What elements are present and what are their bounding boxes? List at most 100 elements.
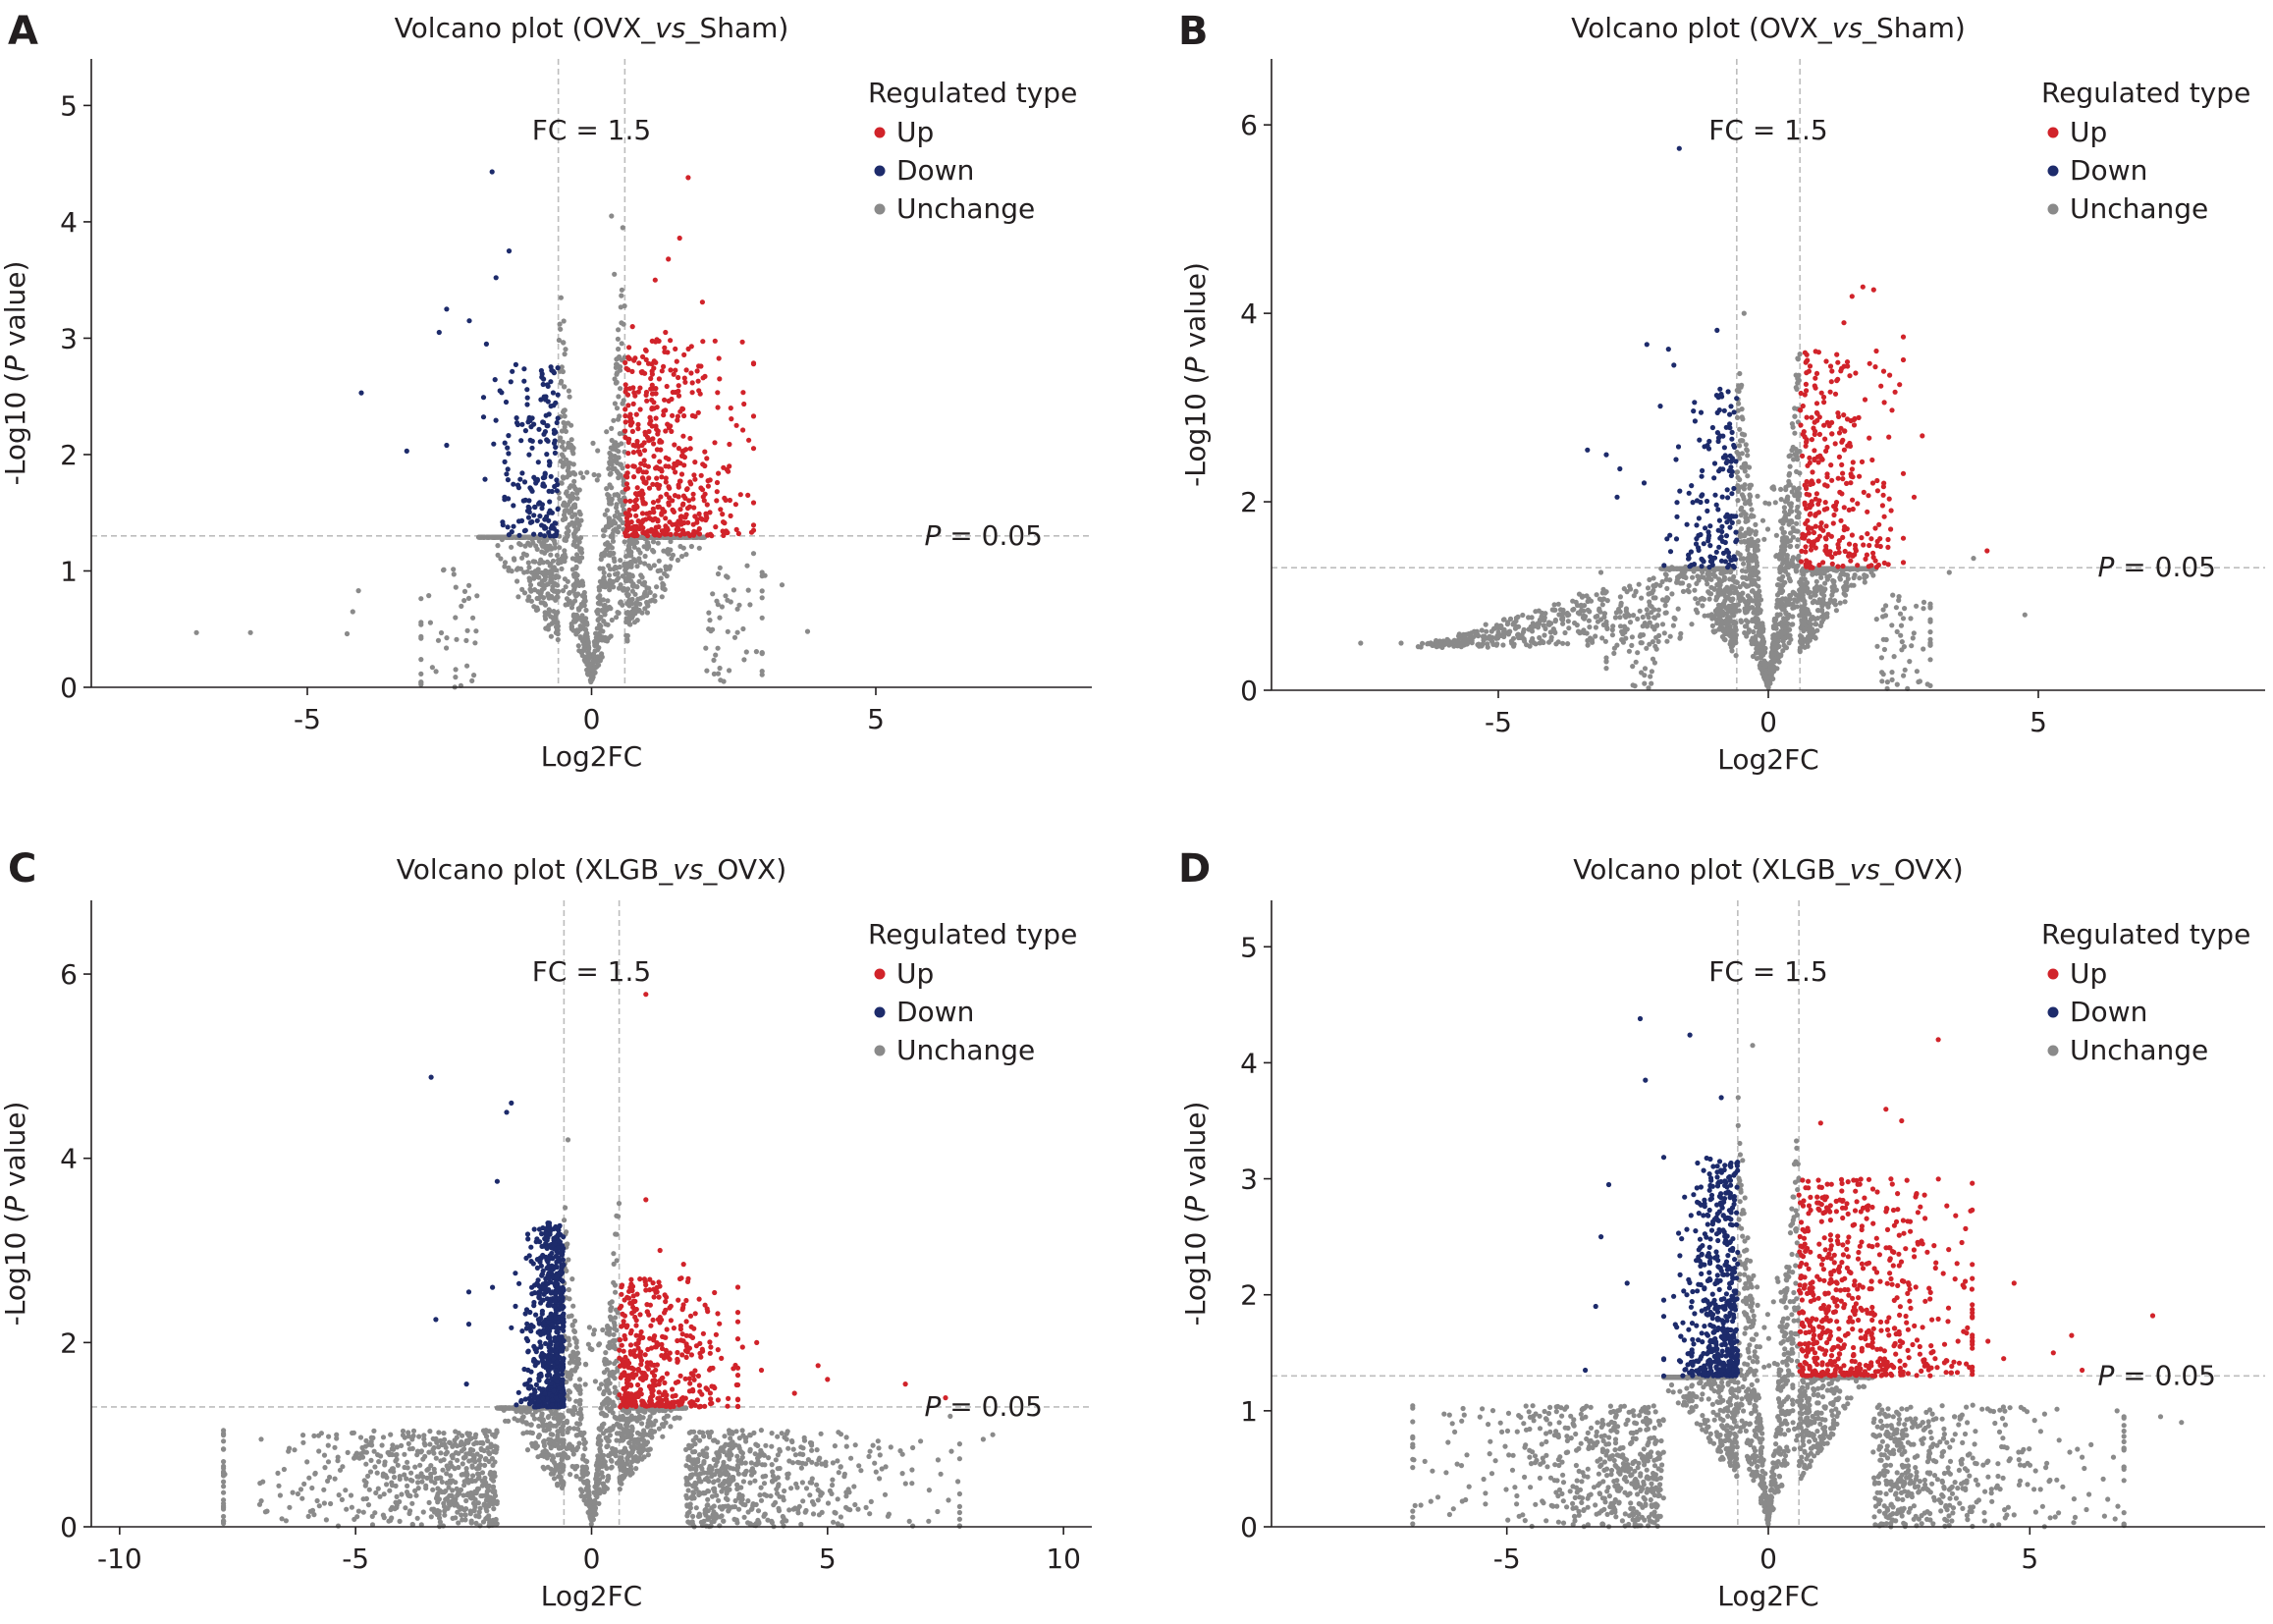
point-up (1839, 365, 1845, 371)
point-up (704, 456, 710, 461)
point-up (663, 329, 669, 336)
point-unchange (1630, 664, 1636, 670)
point-unchange (1711, 586, 1717, 592)
point-unchange (650, 539, 657, 545)
point-down (534, 517, 540, 523)
point-unchange (562, 500, 568, 506)
point-down (1724, 458, 1730, 464)
point-unchange (1741, 461, 1747, 467)
point-unchange (618, 461, 623, 467)
point-unchange (1644, 607, 1650, 613)
point-unchange (1745, 473, 1751, 479)
point-up (1813, 491, 1819, 497)
point-unchange (599, 654, 605, 660)
point-unchange (1776, 576, 1782, 582)
point-up (640, 501, 646, 507)
point-up (634, 485, 640, 491)
point-unchange (1570, 598, 1576, 604)
point-unchange (563, 602, 568, 608)
point-down (1711, 460, 1718, 466)
point-unchange (625, 592, 631, 598)
point-up (1879, 503, 1885, 509)
point-unchange (1826, 573, 1832, 579)
point-unchange (1737, 370, 1743, 377)
point-unchange (568, 509, 574, 514)
point-down (529, 445, 535, 451)
point-down (528, 486, 534, 492)
point-up (1867, 360, 1872, 366)
point-unchange (618, 558, 623, 564)
point-unchange (601, 569, 607, 576)
point-up (1823, 536, 1829, 542)
point-unchange (1787, 482, 1793, 488)
point-up (671, 464, 676, 471)
point-unchange (1749, 641, 1755, 647)
point-unchange (747, 602, 753, 608)
point-up (1808, 547, 1814, 553)
point-up (673, 367, 678, 373)
point-unchange (713, 652, 719, 658)
point-unchange (1659, 578, 1665, 585)
point-unchange (555, 620, 561, 625)
legend-label-down: Down (2070, 154, 2147, 187)
point-up (1812, 457, 1817, 463)
point-down (1728, 514, 1734, 519)
point-up (715, 390, 721, 396)
point-unchange (616, 346, 622, 352)
point-unchange (1768, 659, 1774, 666)
point-down (506, 248, 513, 254)
point-unchange (355, 588, 361, 594)
point-unchange (397, 1518, 403, 1524)
point-unchange (664, 549, 671, 556)
point-down (1691, 408, 1697, 414)
point-unchange (626, 613, 632, 620)
point-unchange (1745, 619, 1751, 625)
point-up (1847, 373, 1853, 379)
point-unchange (1562, 629, 1568, 636)
point-down (1733, 539, 1739, 545)
point-unchange (1908, 616, 1914, 622)
point-unchange (1739, 431, 1745, 437)
point-down (525, 514, 532, 520)
point-unchange (614, 615, 620, 621)
point-up (1820, 527, 1826, 533)
point-down (1716, 544, 1722, 550)
point-down (1720, 433, 1726, 439)
point-unchange (656, 558, 662, 564)
point-unchange (1777, 612, 1783, 618)
point-unchange (1730, 632, 1736, 638)
point-unchange (734, 1453, 740, 1459)
panel-letter: C (8, 846, 36, 892)
point-up (1867, 542, 1872, 549)
point-unchange (1743, 442, 1749, 448)
point-unchange (753, 649, 760, 655)
point-unchange (1600, 596, 1607, 602)
point-unchange (575, 615, 581, 621)
point-up (625, 533, 631, 539)
point-up (626, 345, 632, 351)
point-unchange (521, 590, 528, 596)
point-unchange (1743, 568, 1749, 574)
point-unchange (561, 340, 567, 346)
point-unchange (625, 547, 631, 553)
point-unchange (473, 628, 479, 634)
point-up (1872, 525, 1878, 531)
point-down (1721, 407, 1727, 413)
point-down (555, 506, 561, 513)
point-up (1827, 389, 1833, 395)
point-up (1859, 459, 1866, 464)
point-up (1835, 545, 1842, 551)
point-unchange (1740, 438, 1746, 444)
point-unchange (553, 588, 559, 594)
point-up (632, 393, 638, 399)
point-up (1832, 391, 1839, 397)
point-unchange (1456, 633, 1462, 639)
point-unchange (553, 615, 559, 621)
point-unchange (435, 637, 442, 643)
point-down (1729, 436, 1735, 442)
point-unchange (470, 615, 476, 621)
point-up (1815, 350, 1821, 355)
point-down (1719, 494, 1725, 500)
legend-label-unchange: Unchange (896, 192, 1035, 225)
point-unchange (1638, 632, 1644, 638)
